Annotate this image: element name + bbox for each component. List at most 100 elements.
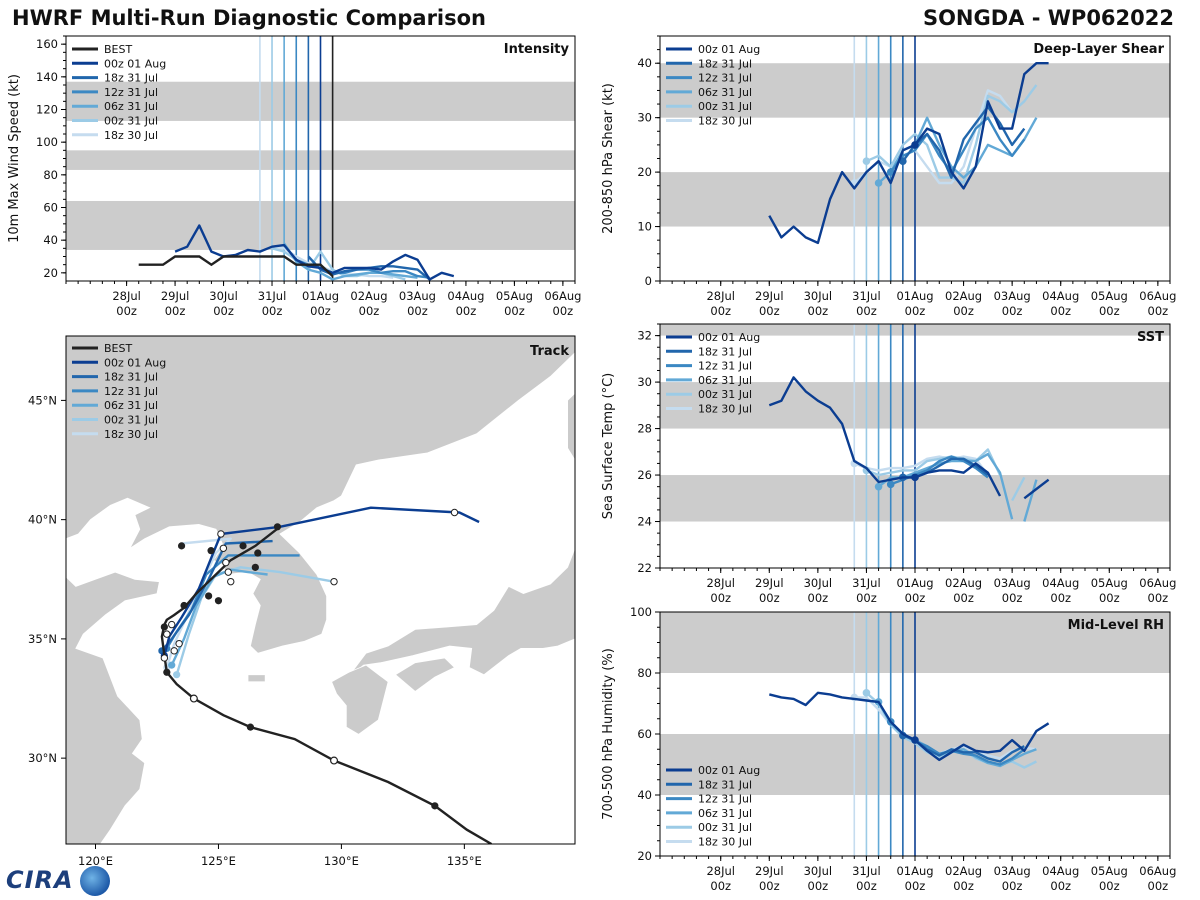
legend-label: 00z 01 Aug xyxy=(104,57,166,70)
run-track-open-dot xyxy=(227,577,235,586)
x-tick-label-day: 04Aug xyxy=(1042,576,1079,590)
x-tick-label-hour: 00z xyxy=(905,591,926,605)
run-track-open-dot xyxy=(160,654,169,662)
x-tick-label-hour: 00z xyxy=(1002,591,1023,605)
y-tick-label: 20 xyxy=(637,165,652,179)
best-track-dot xyxy=(207,547,215,555)
x-tick-label-day: 01Aug xyxy=(896,289,933,303)
y-tick-label: 20 xyxy=(43,266,58,280)
x-tick-label-hour: 00z xyxy=(359,304,380,318)
legend-label: 06z 31 Jul xyxy=(698,374,752,387)
series-line-0 xyxy=(768,376,1050,500)
x-tick-label-day: 01Aug xyxy=(896,576,933,590)
legend-label: 00z 01 Aug xyxy=(698,331,760,344)
y-tick-label: 28 xyxy=(637,422,652,436)
y-tick-label: 30 xyxy=(637,375,652,389)
x-tick-label-day: 29Jul xyxy=(755,576,784,590)
legend-label: 18z 31 Jul xyxy=(104,371,158,384)
panel-title: Deep-Layer Shear xyxy=(1033,42,1164,57)
init-marker-0 xyxy=(911,473,919,482)
lon-tick-label: 135°E xyxy=(447,854,482,868)
x-tick-label-hour: 00z xyxy=(759,879,780,893)
x-tick-label-day: 31Jul xyxy=(852,576,881,590)
y-tick-label: 0 xyxy=(645,274,652,288)
best-track-dot xyxy=(177,542,186,550)
series-line-0 xyxy=(768,62,1049,245)
y-axis-label: 200-850 hPa Shear (kt) xyxy=(601,83,616,234)
run-track-open-dot xyxy=(168,620,176,629)
y-tick-label: 24 xyxy=(637,515,652,529)
x-tick-label-day: 02Aug xyxy=(945,289,982,303)
plot-area xyxy=(660,324,1170,568)
china-east-coast xyxy=(66,571,160,844)
y-tick-label: 80 xyxy=(43,168,58,182)
x-tick-label-day: 05Aug xyxy=(496,289,533,303)
x-tick-label-day: 31Jul xyxy=(258,289,287,303)
series-line-5 xyxy=(853,455,989,476)
x-tick-label-hour: 00z xyxy=(165,304,186,318)
x-tick-label-hour: 00z xyxy=(759,591,780,605)
best-track-dot xyxy=(254,549,262,557)
x-tick-label-hour: 00z xyxy=(953,879,974,893)
x-tick-label-hour: 00z xyxy=(808,304,829,318)
panel-track: 120°E 125°E 130°E 135°E 30°N 35°N 40°N 45°N Trac… xyxy=(28,335,576,868)
x-tick-label-day: 06Aug xyxy=(1139,864,1176,878)
x-tick-label-day: 30Jul xyxy=(209,289,238,303)
best-line xyxy=(138,255,334,277)
legend-label: 12z 31 Jul xyxy=(104,385,158,398)
x-tick-label-day: 31Jul xyxy=(852,289,881,303)
legend-label: 06z 31 Jul xyxy=(104,399,158,412)
y-tick-label: 26 xyxy=(637,468,652,482)
legend-label: 12z 31 Jul xyxy=(698,72,752,85)
kyushu-land xyxy=(331,664,389,735)
cira-logo: CIRA xyxy=(6,866,110,896)
x-tick-label-hour: 00z xyxy=(1148,591,1169,605)
x-tick-label-day: 30Jul xyxy=(804,289,833,303)
y-axis-label: Sea Surface Temp (°C) xyxy=(601,373,616,520)
jeju-island xyxy=(247,674,266,683)
plot-area xyxy=(660,612,1170,856)
x-tick-label-hour: 00z xyxy=(1099,304,1120,318)
panel-rh: 2040608010028Jul00z29Jul00z30Jul00z31Jul… xyxy=(601,605,1176,893)
run-track-open-dot xyxy=(175,639,183,648)
x-tick-label-day: 06Aug xyxy=(1139,289,1176,303)
panel-title: Mid-Level RH xyxy=(1068,618,1164,633)
best-track-dot xyxy=(273,523,282,531)
y-tick-label: 22 xyxy=(637,561,652,575)
x-tick-label-hour: 00z xyxy=(905,304,926,318)
shikoku-land xyxy=(394,657,456,692)
y-axis-label: 700-500 hPa Humidity (%) xyxy=(601,648,616,820)
track-line-1 xyxy=(160,539,273,652)
y-tick-label: 100 xyxy=(36,135,58,149)
series-line-0 xyxy=(174,224,455,281)
figure-title: HWRF Multi-Run Diagnostic Comparison xyxy=(12,6,487,30)
x-tick-label-hour: 00z xyxy=(1099,879,1120,893)
x-tick-label-hour: 00z xyxy=(1148,879,1169,893)
legend-label: 12z 31 Jul xyxy=(104,86,158,99)
run-track-open-dot xyxy=(450,508,459,517)
best-track-dot xyxy=(431,802,439,810)
x-tick-label-day: 03Aug xyxy=(994,864,1031,878)
x-tick-label-hour: 00z xyxy=(262,304,283,318)
legend-label: 00z 31 Jul xyxy=(104,115,158,128)
series-line-1 xyxy=(901,105,1026,179)
x-tick-label-hour: 00z xyxy=(808,591,829,605)
y-tick-label: 20 xyxy=(637,849,652,863)
x-tick-label-hour: 00z xyxy=(953,591,974,605)
run-track-open-dot xyxy=(330,577,338,586)
x-tick-label-day: 30Jul xyxy=(804,864,833,878)
init-marker-3 xyxy=(874,482,883,491)
best-track-dot xyxy=(160,623,168,631)
x-tick-label-day: 02Aug xyxy=(945,576,982,590)
x-tick-label-day: 30Jul xyxy=(804,576,833,590)
x-tick-label-hour: 00z xyxy=(1050,591,1071,605)
lon-tick-label: 120°E xyxy=(78,854,113,868)
run-track-open-dot xyxy=(217,530,225,538)
x-tick-label-day: 03Aug xyxy=(994,289,1031,303)
series-line-5 xyxy=(853,89,1014,185)
x-tick-label-hour: 00z xyxy=(1002,879,1023,893)
